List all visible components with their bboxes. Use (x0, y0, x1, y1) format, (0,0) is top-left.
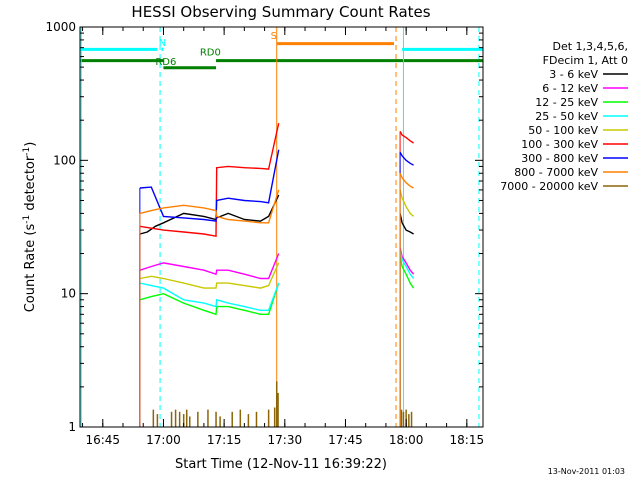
x-tick-label-0: 16:45 (85, 433, 120, 447)
legend-label-4: 50 - 100 keV (528, 124, 598, 137)
y-axis-label-sup2: -1 (22, 147, 32, 156)
series-line-4-seg-0 (139, 262, 280, 289)
x-tick-label-3: 17:30 (268, 433, 303, 447)
x-axis-label: Start Time (12-Nov-11 16:39:22) (175, 457, 387, 472)
y-axis-label-end: ) (23, 142, 38, 147)
legend-label-8: 7000 - 20000 keV (500, 180, 598, 193)
x-tick-label-6: 18:15 (450, 433, 485, 447)
annotation-1: RD6 (155, 57, 176, 68)
status-bars (80, 42, 483, 70)
annotation-2: RD0 (200, 48, 221, 59)
x-tick-label-1: 17:00 (146, 433, 181, 447)
marker-lines (80, 27, 480, 427)
annotation-0: N (159, 38, 166, 49)
axes: 1 10 100 1000 16:45 17:00 17:15 17:30 17:45 18:00… (45, 20, 484, 447)
y-tick-label-1: 10 (61, 287, 76, 301)
series-group (139, 123, 415, 427)
series-line-6-seg-1 (399, 151, 414, 166)
y-axis-label: Count Rate (s-1 detector-1) (22, 142, 38, 313)
timestamp-label: 13-Nov-2011 01:03 (548, 467, 625, 476)
series-line-2-seg-1 (399, 256, 415, 289)
series-line-3-seg-0 (139, 282, 280, 311)
series-line-0-seg-1 (399, 213, 414, 235)
series-line-4-seg-1 (399, 189, 415, 217)
legend-label-7: 800 - 7000 keV (514, 166, 598, 179)
series-line-3-seg-1 (399, 250, 415, 279)
legend-label-3: 25 - 50 keV (535, 110, 598, 123)
chart-title: HESSI Observing Summary Count Rates (131, 3, 430, 21)
legend-label-1: 6 - 12 keV (542, 82, 598, 95)
annotations: N RD6 RD0 S (155, 31, 277, 68)
y-tick-label-2: 100 (53, 153, 76, 167)
x-tick-label-4: 17:45 (328, 433, 363, 447)
x-tick-label-2: 17:15 (207, 433, 242, 447)
series-line-5-seg-1 (399, 130, 414, 144)
legend-header-1: FDecim 1, Att 0 (543, 54, 628, 67)
y-axis-label-main: Count Rate (s (23, 224, 38, 313)
series-line-1-seg-0 (139, 253, 280, 280)
annotation-3: S (271, 31, 277, 42)
y-tick-label-3: 1000 (45, 20, 76, 34)
legend-label-2: 12 - 25 keV (535, 96, 598, 109)
x-tick-label-5: 18:00 (389, 433, 424, 447)
series-line-2-seg-0 (139, 282, 280, 316)
legend-label-6: 300 - 800 keV (521, 152, 598, 165)
plot-frame (79, 26, 484, 428)
legend-label-5: 100 - 300 keV (521, 138, 598, 151)
series-line-7-seg-0 (139, 189, 280, 224)
legend: Det 1,3,4,5,6,FDecim 1, Att 03 - 6 keV6 … (500, 40, 628, 193)
legend-header-0: Det 1,3,4,5,6, (552, 40, 628, 53)
series-line-7-seg-1 (399, 173, 414, 189)
y-axis-label-mid: detector (23, 155, 38, 215)
legend-label-0: 3 - 6 keV (549, 68, 598, 81)
y-axis-label-sup1: -1 (22, 215, 32, 224)
y-tick-label-0: 1 (68, 420, 76, 434)
